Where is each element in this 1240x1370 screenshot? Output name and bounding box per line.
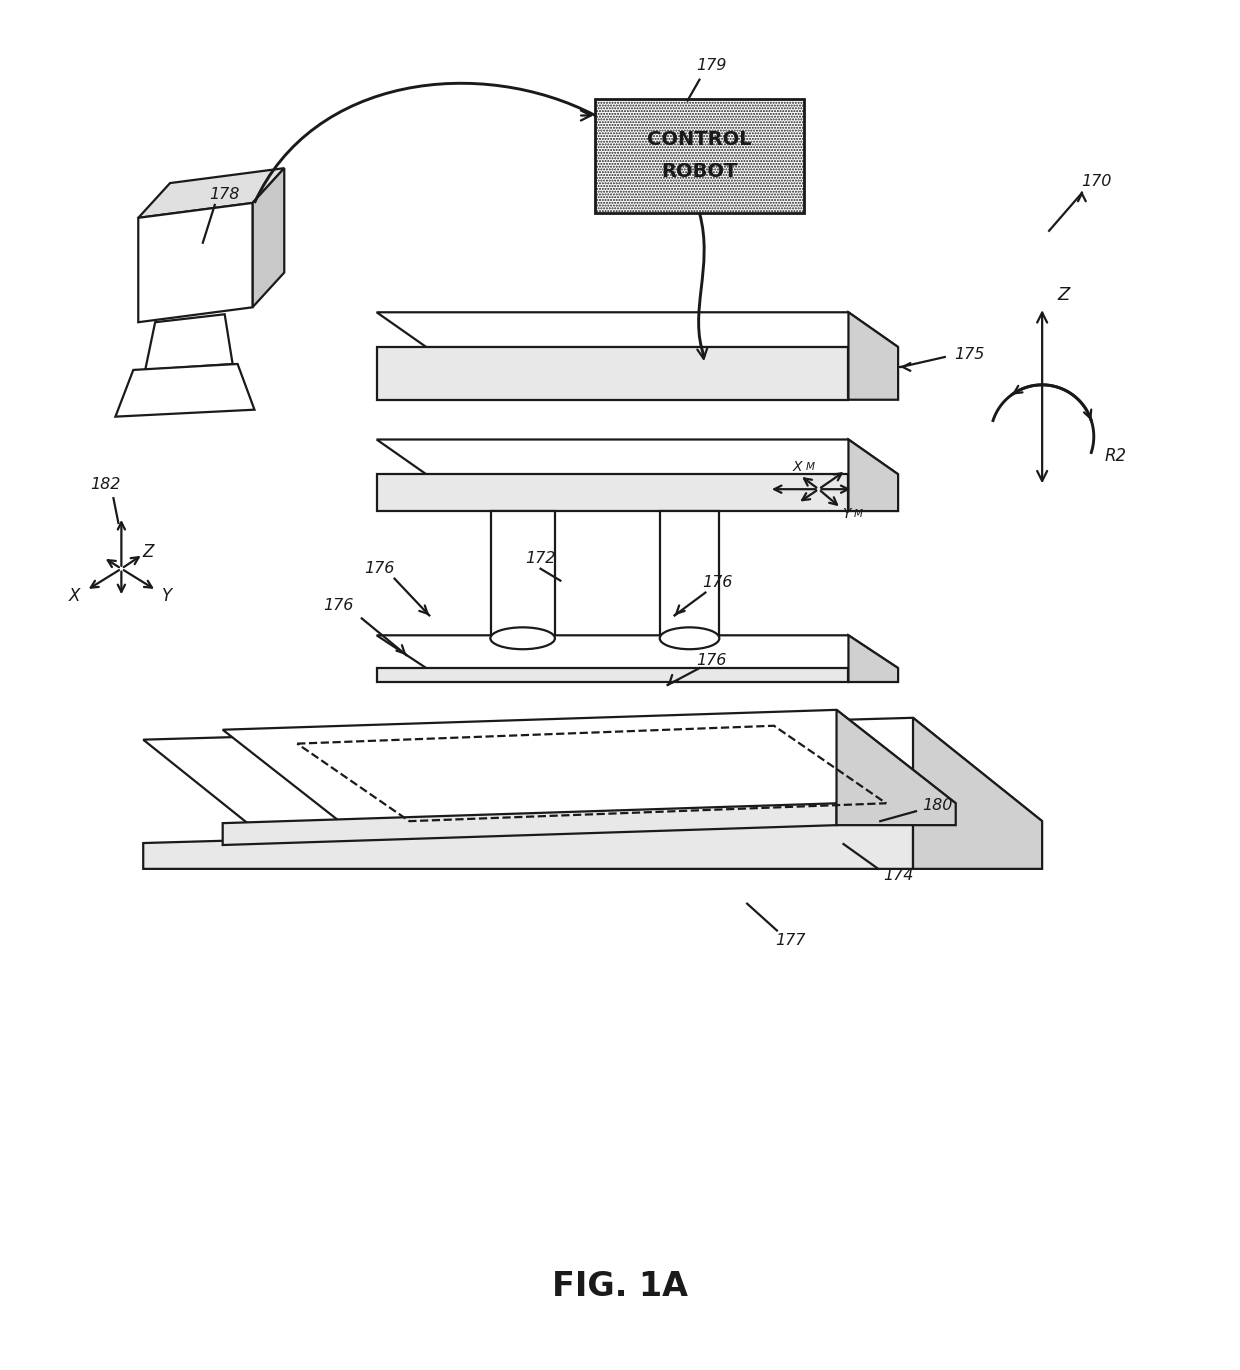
Text: Z: Z	[143, 543, 154, 562]
Polygon shape	[377, 669, 848, 682]
Ellipse shape	[660, 627, 719, 649]
Text: M: M	[853, 510, 863, 519]
Text: 176: 176	[702, 575, 733, 590]
Text: 176: 176	[365, 562, 394, 577]
Polygon shape	[253, 169, 284, 307]
Polygon shape	[377, 636, 898, 669]
Bar	[595, 99, 804, 212]
Polygon shape	[138, 203, 253, 322]
Text: FIG. 1A: FIG. 1A	[552, 1270, 688, 1303]
Text: 175: 175	[955, 347, 985, 362]
Polygon shape	[848, 312, 898, 400]
Text: R2: R2	[1105, 448, 1127, 466]
Text: Y: Y	[842, 507, 851, 521]
Polygon shape	[660, 511, 719, 636]
Text: M: M	[805, 462, 815, 471]
Polygon shape	[491, 511, 556, 636]
Polygon shape	[377, 474, 848, 511]
Polygon shape	[223, 803, 837, 845]
Polygon shape	[913, 718, 1042, 869]
Text: 182: 182	[91, 477, 120, 492]
Text: 179: 179	[696, 59, 727, 73]
Text: Z: Z	[1058, 286, 1070, 304]
Polygon shape	[377, 312, 898, 347]
Text: 178: 178	[210, 188, 239, 203]
Text: 176: 176	[696, 652, 727, 667]
Text: 180: 180	[923, 797, 954, 812]
Polygon shape	[144, 718, 1042, 843]
Ellipse shape	[490, 627, 556, 649]
Polygon shape	[138, 169, 284, 218]
Text: ROBOT: ROBOT	[661, 162, 738, 181]
Polygon shape	[848, 636, 898, 682]
Text: 170: 170	[1081, 174, 1112, 189]
Bar	[595, 99, 804, 212]
Text: Y: Y	[161, 586, 172, 604]
Polygon shape	[848, 440, 898, 511]
Polygon shape	[144, 821, 913, 869]
Polygon shape	[377, 347, 848, 400]
Polygon shape	[145, 314, 233, 370]
Text: CONTROL: CONTROL	[647, 130, 751, 149]
Text: X: X	[69, 586, 81, 604]
Text: 176: 176	[322, 597, 353, 612]
Text: 172: 172	[526, 551, 556, 566]
Polygon shape	[115, 364, 254, 416]
Text: 177: 177	[776, 933, 806, 948]
Text: 174: 174	[883, 869, 914, 884]
Text: X: X	[794, 460, 802, 474]
Polygon shape	[377, 440, 898, 474]
Polygon shape	[837, 710, 956, 825]
Polygon shape	[223, 710, 956, 823]
